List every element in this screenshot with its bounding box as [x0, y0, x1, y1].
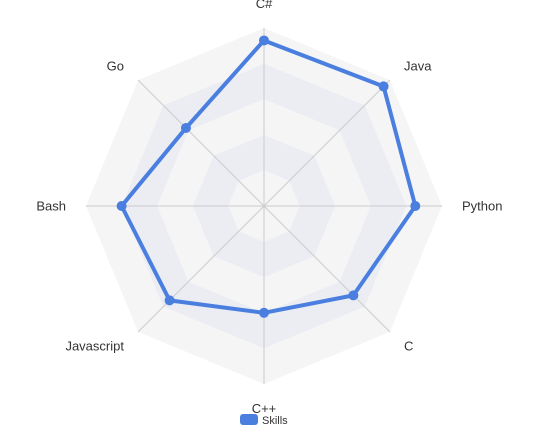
- data-point-bash[interactable]: [116, 201, 127, 211]
- indicator-label-javascript: Javascript: [65, 339, 124, 354]
- radar-axes: [86, 28, 442, 384]
- axis-line-3: [263, 205, 391, 333]
- data-point-python[interactable]: [410, 201, 421, 211]
- indicator-label-c-: C++: [252, 401, 277, 416]
- legend-swatch-skills[interactable]: [240, 414, 258, 425]
- radar-indicator-labels: C# Java Python C C++ Javascript Bash Go: [36, 0, 502, 416]
- radar-series: [116, 35, 421, 318]
- indicator-label-c-: C#: [256, 0, 273, 11]
- data-point-javascript[interactable]: [164, 295, 175, 306]
- data-point-c-[interactable]: [259, 35, 269, 46]
- data-point-java[interactable]: [378, 81, 389, 92]
- legend-label-skills[interactable]: Skills: [262, 415, 288, 427]
- indicator-label-python: Python: [462, 199, 502, 214]
- indicator-label-java: Java: [404, 58, 432, 73]
- indicator-label-c: C: [404, 339, 413, 354]
- indicator-label-bash: Bash: [36, 199, 66, 214]
- chart-legend[interactable]: Skills: [240, 414, 288, 427]
- data-point-c[interactable]: [348, 290, 359, 301]
- axis-line-1: [263, 79, 391, 207]
- data-point-c-[interactable]: [259, 307, 269, 318]
- axis-line-7: [137, 79, 265, 207]
- indicator-label-go: Go: [107, 58, 124, 73]
- axis-line-5: [137, 205, 265, 333]
- data-point-go[interactable]: [180, 122, 191, 133]
